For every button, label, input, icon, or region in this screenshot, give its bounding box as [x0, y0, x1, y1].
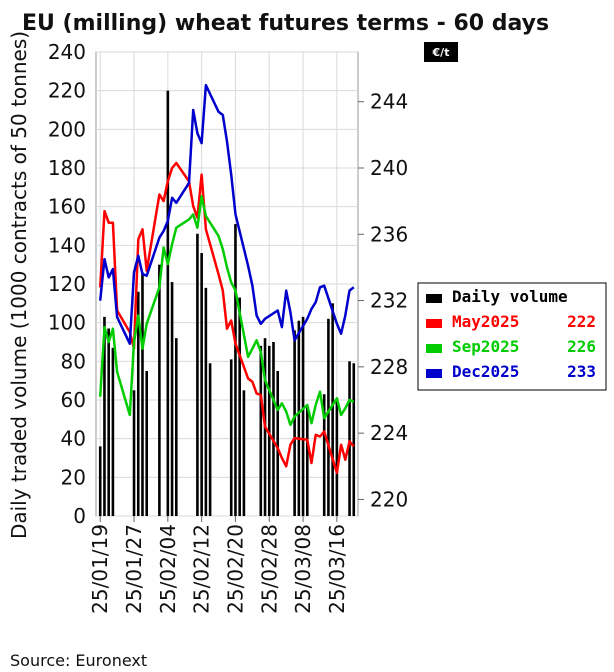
- y-tick-label: 60: [61, 388, 86, 412]
- legend-box: [417, 282, 607, 391]
- x-tick-label: 25/03/08: [291, 524, 315, 614]
- y-tick-label: 20: [61, 465, 86, 489]
- volume-bar: [136, 291, 140, 516]
- left-axis: 0 20 40 60 80 100 120 140 160 180 200 220 240: [48, 40, 86, 528]
- volume-bar: [111, 347, 115, 516]
- x-tick-label: 25/01/27: [122, 524, 146, 614]
- unit-badge-bg: [424, 42, 458, 62]
- volume-bar: [132, 390, 136, 516]
- y2-tick-label: 232: [370, 289, 408, 313]
- volume-bar: [352, 363, 356, 516]
- y2-tick-label: 236: [370, 222, 408, 246]
- volume-bar: [305, 405, 309, 516]
- right-axis: 220 224 228 232 236 240 244: [358, 90, 408, 511]
- volume-bar: [107, 328, 110, 516]
- volume-bar: [272, 342, 275, 516]
- volume-bar: [229, 359, 233, 516]
- volume-bar: [242, 390, 246, 516]
- volume-bar: [174, 338, 178, 516]
- x-tick-label: 25/03/16: [325, 524, 349, 614]
- volume-bar: [103, 316, 106, 516]
- volume-bar: [297, 320, 301, 516]
- y-tick-label: 100: [48, 311, 86, 335]
- y-tick-label: 120: [48, 272, 86, 296]
- y2-tick-label: 228: [370, 355, 408, 379]
- volume-bar: [301, 316, 305, 516]
- series-line-sep2025: [98, 194, 355, 427]
- y-tick-label: 160: [48, 195, 86, 219]
- volume-bar: [200, 253, 203, 517]
- volume-bar: [267, 345, 271, 516]
- legend-label: May2025: [452, 312, 519, 331]
- legend-value: 226: [567, 337, 596, 356]
- legend-label: Sep2025: [452, 337, 519, 356]
- volume-bar: [335, 398, 339, 516]
- legend-label: Dec2025: [452, 362, 519, 381]
- volume-bar: [293, 330, 296, 516]
- volume-bar: [208, 363, 212, 516]
- volume-bar: [238, 297, 241, 516]
- y-tick-label: 40: [61, 427, 86, 451]
- volume-bar: [327, 318, 330, 516]
- volume-bar: [141, 272, 144, 516]
- volume-bar: [98, 446, 102, 516]
- y-tick-label: 220: [48, 79, 86, 103]
- volume-bar: [170, 282, 174, 516]
- y-tick-label: 180: [48, 156, 86, 180]
- volume-bar: [204, 287, 208, 516]
- y-tick-label: 80: [61, 349, 86, 373]
- legend-swatch: [426, 369, 442, 378]
- y-tick-label: 140: [48, 233, 86, 257]
- series-line-dec2025: [98, 83, 355, 345]
- y2-tick-label: 244: [370, 90, 408, 114]
- y2-tick-label: 240: [370, 156, 408, 180]
- volume-bar: [234, 224, 237, 517]
- unit-label: €/t: [432, 46, 450, 59]
- source-note: Source: Euronext: [10, 651, 147, 670]
- unit-badge: €/t: [424, 42, 458, 62]
- volume-bar: [166, 90, 170, 517]
- volume-bar: [259, 345, 263, 516]
- volume-bar: [276, 371, 280, 516]
- volume-bar: [331, 303, 334, 516]
- x-axis: 25/01/19 25/01/27 25/02/04 25/02/12 25/02/20…: [88, 516, 349, 614]
- x-tick-label: 25/02/12: [190, 524, 214, 614]
- legend-value: 222: [567, 312, 596, 331]
- legend: Daily volume May2025 222 Sep2025 226 Dec2025 2…: [417, 282, 607, 391]
- y2-tick-label: 220: [370, 487, 408, 511]
- legend-swatch: [426, 294, 442, 303]
- volume-bar: [348, 361, 351, 516]
- y-tick-label: 240: [48, 40, 86, 64]
- legend-swatch: [426, 319, 442, 328]
- volume-bar: [145, 371, 149, 516]
- y-axis-label: Daily traded volume (1000 contracts of 5…: [7, 31, 31, 539]
- price-lines: [98, 83, 355, 475]
- x-tick-label: 25/02/28: [257, 524, 281, 614]
- series-line-may2025: [98, 161, 355, 475]
- volume-bar: [196, 233, 199, 516]
- chart-title: EU (milling) wheat futures terms - 60 da…: [22, 11, 549, 36]
- x-tick-label: 25/01/19: [88, 524, 112, 614]
- y2-tick-label: 224: [370, 421, 408, 445]
- y-tick-label: 200: [48, 117, 86, 141]
- volume-bar: [158, 264, 161, 516]
- volume-bar: [322, 394, 326, 516]
- legend-label: Daily volume: [452, 287, 568, 306]
- legend-swatch: [426, 344, 442, 353]
- x-tick-label: 25/02/04: [156, 524, 180, 614]
- legend-value: 233: [567, 362, 596, 381]
- x-tick-label: 25/02/20: [223, 524, 247, 614]
- volume-bars: [98, 90, 356, 517]
- y-tick-label: 0: [73, 504, 86, 528]
